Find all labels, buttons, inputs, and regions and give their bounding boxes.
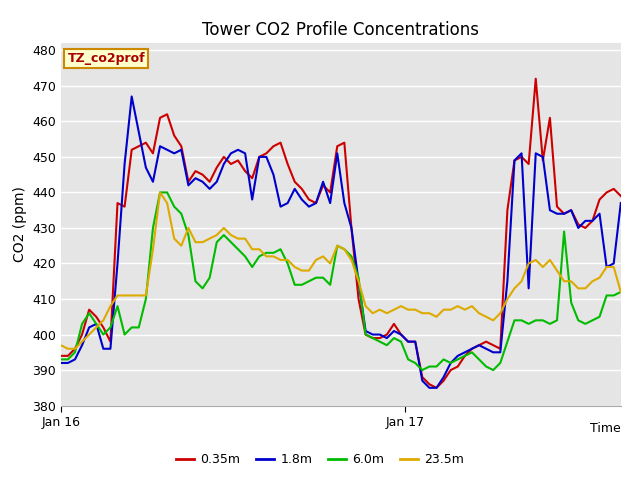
6.0m: [156, 190, 164, 195]
6.0m: [404, 357, 412, 362]
1.8m: [433, 385, 440, 391]
1.8m: [57, 360, 65, 366]
Text: TZ_co2prof: TZ_co2prof: [68, 52, 145, 65]
23.5m: [64, 346, 72, 352]
0.35m: [567, 207, 575, 213]
0.35m: [305, 197, 313, 203]
23.5m: [454, 303, 461, 309]
1.8m: [404, 339, 412, 345]
1.8m: [454, 353, 461, 359]
0.35m: [617, 193, 625, 199]
1.8m: [397, 332, 405, 337]
Line: 23.5m: 23.5m: [61, 192, 621, 349]
0.35m: [390, 321, 398, 327]
Line: 1.8m: 1.8m: [61, 96, 621, 388]
6.0m: [312, 275, 320, 281]
Line: 0.35m: 0.35m: [61, 79, 621, 388]
23.5m: [404, 307, 412, 312]
0.35m: [532, 76, 540, 82]
1.8m: [312, 200, 320, 206]
6.0m: [454, 357, 461, 362]
6.0m: [433, 364, 440, 370]
1.8m: [128, 94, 136, 99]
6.0m: [617, 289, 625, 295]
0.35m: [419, 374, 426, 380]
0.35m: [447, 367, 454, 373]
23.5m: [319, 253, 327, 259]
23.5m: [433, 314, 440, 320]
1.8m: [617, 200, 625, 206]
23.5m: [57, 342, 65, 348]
1.8m: [426, 385, 433, 391]
23.5m: [567, 278, 575, 284]
Legend: 0.35m, 1.8m, 6.0m, 23.5m: 0.35m, 1.8m, 6.0m, 23.5m: [171, 448, 469, 471]
Title: Tower CO2 Profile Concentrations: Tower CO2 Profile Concentrations: [202, 21, 479, 39]
23.5m: [156, 190, 164, 195]
Text: Time: Time: [590, 422, 621, 435]
6.0m: [419, 367, 426, 373]
6.0m: [397, 339, 405, 345]
0.35m: [57, 353, 65, 359]
0.35m: [433, 385, 440, 391]
1.8m: [567, 207, 575, 213]
6.0m: [567, 300, 575, 305]
6.0m: [57, 357, 65, 362]
23.5m: [617, 289, 625, 295]
Line: 6.0m: 6.0m: [61, 192, 621, 370]
23.5m: [412, 307, 419, 312]
Y-axis label: CO2 (ppm): CO2 (ppm): [13, 186, 26, 263]
0.35m: [397, 332, 405, 337]
